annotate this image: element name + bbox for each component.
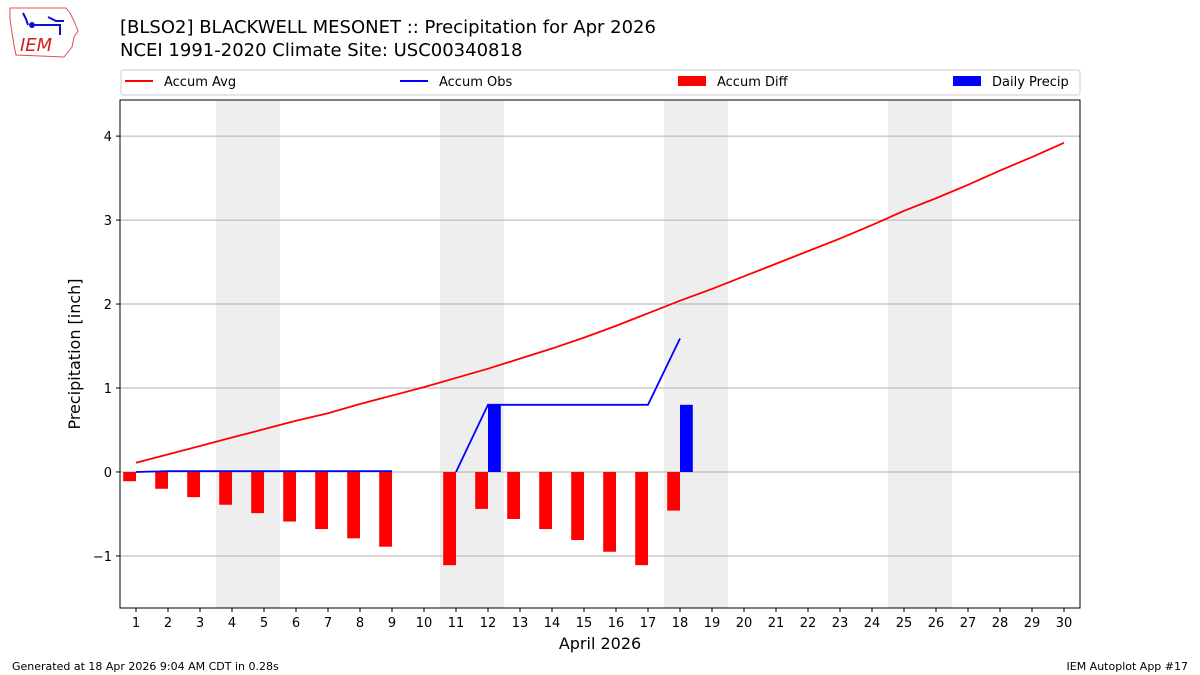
y-tick-label: 2	[104, 298, 112, 313]
x-tick-label: 6	[292, 616, 300, 631]
accum-diff-bar	[603, 471, 616, 552]
x-tick-label: 22	[800, 616, 817, 631]
x-tick-label: 29	[1024, 616, 1041, 631]
x-tick-label: 20	[736, 616, 753, 631]
x-tick-label: 18	[672, 616, 689, 631]
legend-label: Accum Obs	[439, 75, 512, 90]
y-tick-label: 4	[104, 130, 112, 145]
accum-diff-bar	[539, 471, 552, 530]
legend-box	[120, 69, 1081, 96]
weekend-shade	[888, 100, 952, 608]
accum-diff-bar	[507, 471, 520, 519]
x-tick-label: 27	[960, 616, 977, 631]
y-tick-label: 3	[104, 214, 112, 229]
daily-precip-bar	[680, 404, 693, 472]
accum-diff-bar	[251, 471, 264, 514]
y-tick-label: −1	[93, 550, 112, 565]
accum-diff-bar	[123, 471, 136, 482]
x-axis-label: April 2026	[559, 634, 641, 653]
weekend-shade	[216, 100, 280, 608]
x-tick-label: 11	[448, 616, 465, 631]
accum-diff-bar	[155, 471, 168, 489]
legend: Accum Avg Accum Obs Accum Diff Daily Precip	[120, 69, 1081, 96]
weekend-shade	[664, 100, 728, 608]
accum-diff-bar	[635, 471, 648, 566]
daily-precip-bar	[488, 404, 501, 472]
accum-diff-bar	[379, 471, 392, 547]
x-tick-label: 7	[324, 616, 332, 631]
x-tick-label: 10	[416, 616, 433, 631]
x-tick-label: 13	[512, 616, 529, 631]
x-tick-label: 26	[928, 616, 945, 631]
x-tick-label: 15	[576, 616, 593, 631]
legend-label: Accum Diff	[717, 75, 789, 90]
x-tick-label: 24	[864, 616, 881, 631]
x-tick-label: 23	[832, 616, 849, 631]
legend-label: Accum Avg	[164, 75, 236, 90]
chart-subtitle: NCEI 1991-2020 Climate Site: USC00340818	[120, 40, 523, 61]
accum-diff-bar	[283, 471, 296, 522]
accum-diff-bar	[315, 471, 328, 530]
accum-diff-bar	[347, 471, 360, 539]
legend-swatch-accum-diff	[678, 76, 706, 86]
x-tick-label: 30	[1056, 616, 1073, 631]
x-tick-label: 21	[768, 616, 785, 631]
accum-diff-bar	[571, 471, 584, 540]
x-tick-label: 5	[260, 616, 268, 631]
x-tick-label: 2	[164, 616, 172, 631]
svg-text:IEM: IEM	[20, 35, 53, 56]
x-tick-label: 14	[544, 616, 561, 631]
x-tick-label: 3	[196, 616, 204, 631]
accum-diff-bar	[667, 471, 680, 511]
y-axis-label: Precipitation [inch]	[65, 278, 84, 429]
x-tick-label: 8	[356, 616, 364, 631]
y-tick-label: 1	[104, 382, 112, 397]
plot-frame	[119, 99, 1081, 609]
footer-generated: Generated at 18 Apr 2026 9:04 AM CDT in …	[12, 660, 279, 673]
accum-diff-bar	[219, 471, 232, 505]
accum-diff-bar	[443, 471, 456, 566]
footer-app: IEM Autoplot App #17	[1066, 660, 1189, 673]
x-tick-label: 12	[480, 616, 497, 631]
accum-obs-line	[455, 338, 681, 473]
y-tick-label: 0	[104, 466, 112, 481]
chart-title: [BLSO2] BLACKWELL MESONET :: Precipitati…	[120, 17, 656, 38]
legend-label: Daily Precip	[992, 75, 1069, 90]
accum-diff-bar	[187, 471, 200, 498]
x-tick-label: 19	[704, 616, 721, 631]
x-tick-label: 1	[132, 616, 140, 631]
logo: IEM	[8, 5, 80, 59]
x-tick-label: 16	[608, 616, 625, 631]
accum-avg-line	[135, 142, 1065, 464]
x-tick-label: 17	[640, 616, 657, 631]
x-tick-label: 28	[992, 616, 1009, 631]
accum-diff-bar	[475, 471, 488, 509]
x-tick-label: 25	[896, 616, 913, 631]
x-tick-label: 9	[388, 616, 396, 631]
accum-obs-line	[135, 470, 392, 473]
legend-swatch-daily-precip	[953, 76, 981, 86]
x-tick-label: 4	[228, 616, 236, 631]
